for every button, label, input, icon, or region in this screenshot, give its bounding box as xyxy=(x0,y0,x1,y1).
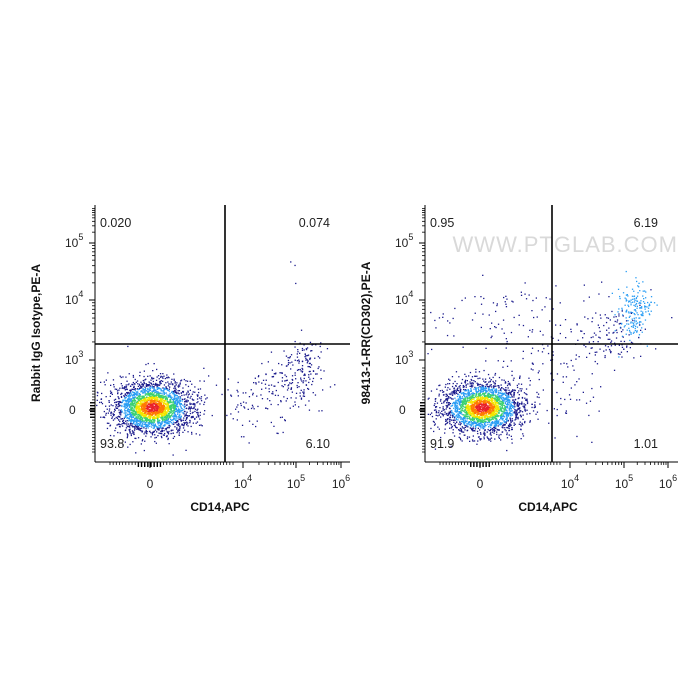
x-tick-label: 0 xyxy=(477,477,484,491)
x-tick-label: 104 xyxy=(234,473,252,491)
y-tick-label: 104 xyxy=(65,289,83,307)
y-tick-label: 103 xyxy=(395,349,413,367)
quadrant-value-lower-right: 1.01 xyxy=(634,437,658,451)
minor-ticks xyxy=(420,208,667,467)
x-tick-label: 105 xyxy=(615,473,633,491)
quadrant-value-upper-left: 0.020 xyxy=(100,216,131,230)
y-tick-label: 0 xyxy=(69,403,76,417)
quadrant-value-upper-left: 0.95 xyxy=(430,216,454,230)
y-tick-label: 103 xyxy=(65,349,83,367)
x-axis-label: CD14,APC xyxy=(518,500,578,514)
x-tick-label: 106 xyxy=(659,473,677,491)
quadrant-value-lower-left: 91.9 xyxy=(430,437,454,451)
minor-ticks xyxy=(90,208,340,467)
y-axis-label: Rabbit IgG Isotype,PE-A xyxy=(29,264,43,402)
event-dots xyxy=(427,270,673,452)
y-axis-label: 98413-1-RR(CD302),PE-A xyxy=(359,261,373,404)
x-axis-label: CD14,APC xyxy=(190,500,250,514)
y-tick-label: 105 xyxy=(395,232,413,250)
x-tick-label: 0 xyxy=(147,477,154,491)
x-tick-label: 105 xyxy=(287,473,305,491)
x-tick-label: 106 xyxy=(332,473,350,491)
y-tick-label: 0 xyxy=(399,403,406,417)
quadrant-value-lower-right: 6.10 xyxy=(306,437,330,451)
watermark-text: WWW.PTGLAB.COM xyxy=(453,232,678,257)
plot-panel-left: 0 104 105 106 0 103 104 105 0.020 0.074 93.8 6.10 CD… xyxy=(29,205,350,514)
y-tick-label: 104 xyxy=(395,289,413,307)
plot-panel-right: WWW.PTGLAB.COM 0 104 105 106 0 103 104 105 0.95 6.… xyxy=(359,205,678,514)
quadrant-value-lower-left: 93.8 xyxy=(100,437,124,451)
event-dots xyxy=(96,261,336,456)
quadrant-value-upper-right: 6.19 xyxy=(634,216,658,230)
quadrant-value-upper-right: 0.074 xyxy=(299,216,330,230)
x-tick-label: 104 xyxy=(561,473,579,491)
y-tick-label: 105 xyxy=(65,232,83,250)
